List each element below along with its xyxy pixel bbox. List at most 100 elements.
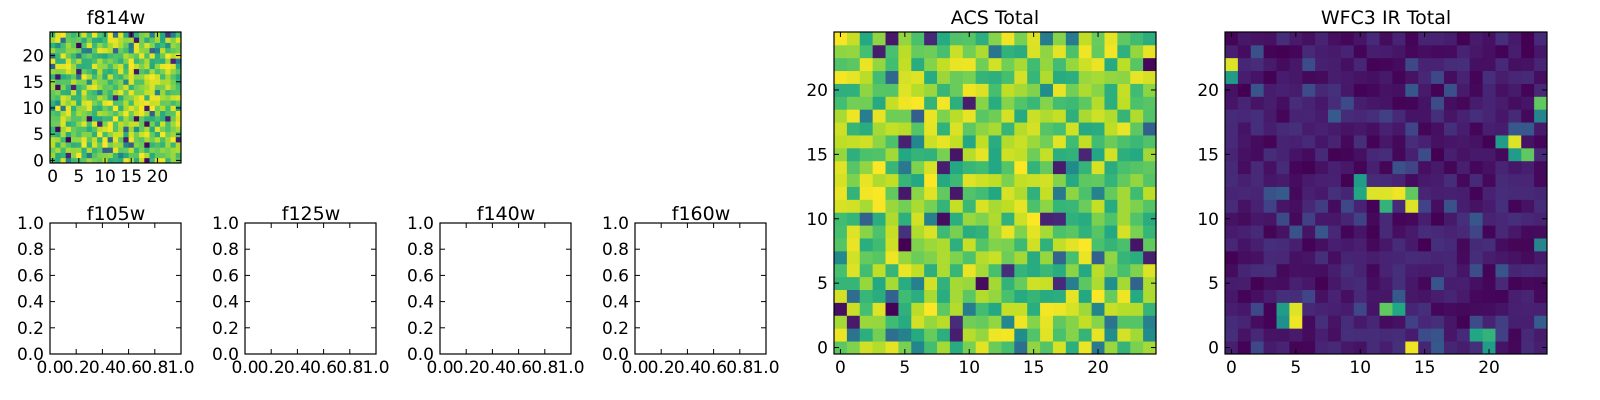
heatmap-cell [154, 47, 161, 54]
heatmap-cell [154, 94, 161, 101]
heatmap-cell [1405, 109, 1419, 123]
y-tick-label: 0 [33, 151, 44, 171]
heatmap-cell [112, 94, 119, 101]
heatmap-cell [91, 68, 98, 75]
heatmap-cell [139, 58, 145, 64]
heatmap-cell [885, 315, 899, 329]
panel-title-f814w: f814w [87, 7, 146, 29]
y-tick-label: 0.4 [212, 293, 239, 313]
heatmap-cell [107, 110, 114, 117]
heatmap-cell [128, 94, 135, 101]
heatmap-cell [65, 37, 72, 43]
heatmap-cell [1052, 96, 1067, 110]
heatmap-cell [65, 32, 72, 38]
heatmap-cell [898, 173, 912, 187]
heatmap-cell [1027, 212, 1041, 226]
heatmap-cell [86, 121, 93, 127]
heatmap-cell [86, 147, 93, 153]
heatmap-cell [937, 160, 951, 175]
heatmap-cell [1534, 70, 1548, 84]
heatmap-cell [937, 70, 951, 84]
heatmap-cell [1456, 186, 1471, 200]
heatmap-cell [911, 238, 925, 252]
heatmap-cell [97, 126, 103, 132]
heatmap-cell [86, 68, 93, 75]
heatmap-cell [1143, 135, 1157, 149]
heatmap-cell [924, 83, 938, 97]
heatmap-cell [149, 94, 156, 101]
heatmap-cell [70, 152, 77, 159]
heatmap-cell [1469, 186, 1483, 200]
heatmap-cell [91, 79, 98, 85]
heatmap-cell [846, 328, 861, 342]
heatmap-cell [1250, 109, 1265, 123]
heatmap-cell [1130, 57, 1144, 72]
heatmap-cell [107, 42, 114, 49]
heatmap-cell [1521, 328, 1535, 342]
heatmap-cell [1289, 263, 1303, 278]
heatmap-cell [898, 263, 912, 278]
heatmap-cell [1117, 341, 1131, 355]
heatmap-cell [1456, 135, 1471, 149]
heatmap-cell [1027, 32, 1041, 46]
heatmap-cell [1104, 276, 1118, 290]
heatmap-cell [1482, 212, 1496, 226]
heatmap-cell [1276, 328, 1290, 342]
heatmap-cell [1456, 70, 1471, 84]
heatmap-cell [1104, 238, 1118, 252]
heatmap-cell [975, 199, 989, 213]
heatmap-cell [107, 47, 114, 54]
heatmap-cell [123, 136, 129, 143]
heatmap-cell [97, 115, 103, 122]
y-tick-label: 1.0 [602, 214, 629, 234]
heatmap-cell [123, 152, 129, 159]
heatmap-cell [102, 68, 109, 75]
heatmap-cell [86, 136, 93, 143]
heatmap-cell [97, 100, 103, 106]
heatmap-cell [1130, 147, 1144, 162]
heatmap-cell [165, 142, 171, 148]
heatmap-cell [112, 152, 119, 159]
heatmap-cell [1065, 32, 1080, 46]
heatmap-cell [1104, 263, 1118, 278]
heatmap-cell [1117, 32, 1131, 46]
heatmap-cell [81, 79, 88, 85]
y-tick-label: 5 [33, 125, 44, 145]
heatmap-cell [139, 136, 145, 143]
heatmap-cell [139, 37, 145, 43]
y-tick-label: 0.6 [602, 266, 629, 286]
heatmap-cell [834, 302, 848, 316]
heatmap-cell [65, 147, 72, 153]
heatmap-cell [86, 126, 93, 132]
heatmap-cell [165, 152, 171, 159]
heatmap-cell [846, 186, 861, 200]
heatmap-cell [1143, 263, 1157, 278]
heatmap-cell [1130, 135, 1144, 149]
heatmap-cell [128, 100, 135, 106]
heatmap-cell [1405, 263, 1419, 278]
heatmap-cell [1379, 173, 1393, 187]
heatmap-cell [165, 136, 171, 143]
heatmap-cell [1130, 315, 1144, 329]
heatmap-cell [885, 238, 899, 252]
heatmap-cell [1237, 276, 1252, 290]
panel-title-f125w: f125w [282, 203, 341, 225]
heatmap-cell [1521, 186, 1535, 200]
heatmap-cell [60, 63, 67, 70]
heatmap-cell [1392, 276, 1406, 290]
heatmap-cell [1250, 173, 1265, 187]
heatmap-cell [1001, 328, 1015, 342]
heatmap-cell [1143, 57, 1157, 72]
x-tick-label: 10 [94, 167, 116, 187]
heatmap-cell [1027, 147, 1041, 162]
heatmap-cell [102, 115, 109, 122]
heatmap-cell [988, 199, 1002, 213]
heatmap-cell [1065, 57, 1080, 72]
heatmap-cell [1340, 199, 1355, 213]
heatmap-cell [1040, 173, 1054, 187]
heatmap-cell [144, 105, 150, 111]
heatmap-cell [1027, 160, 1041, 175]
heatmap-cell [86, 115, 93, 122]
heatmap-cell [1379, 199, 1393, 213]
heatmap-cell [1534, 250, 1548, 265]
